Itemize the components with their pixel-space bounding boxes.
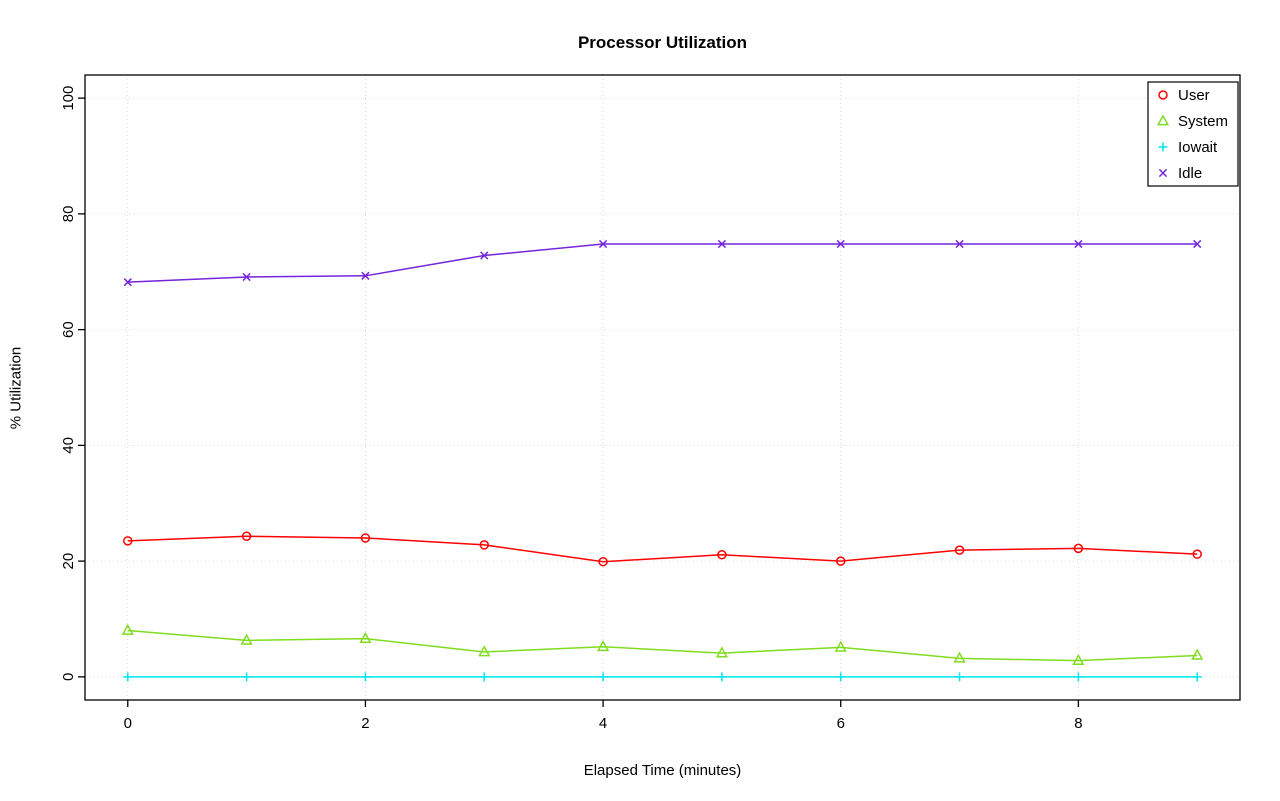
series-marker-iowait bbox=[123, 672, 133, 682]
series-line-user bbox=[127, 535, 1198, 563]
x-tick-label: 4 bbox=[599, 715, 607, 732]
series-marker-user bbox=[479, 540, 490, 550]
series-marker-user bbox=[1192, 549, 1202, 559]
series-marker-system bbox=[834, 640, 847, 652]
x-tick-label: 8 bbox=[1074, 715, 1082, 732]
series-marker-idle bbox=[955, 239, 964, 249]
series-marker-user bbox=[1073, 543, 1084, 554]
series-marker-idle bbox=[480, 251, 489, 260]
y-tick-label: 40 bbox=[60, 437, 77, 454]
series-marker-system bbox=[1191, 648, 1204, 660]
series-marker-system bbox=[240, 633, 253, 645]
series-marker-idle bbox=[242, 272, 251, 282]
legend-label-iowait: Iowait bbox=[1178, 139, 1218, 156]
series-marker-idle bbox=[836, 239, 845, 249]
series-marker-iowait bbox=[242, 672, 252, 682]
series-marker-user bbox=[360, 533, 371, 543]
legend-label-system: System bbox=[1178, 113, 1228, 130]
legend-marker-system bbox=[1156, 114, 1170, 126]
series-marker-system bbox=[953, 651, 966, 663]
series-marker-iowait bbox=[717, 672, 727, 682]
series-marker-iowait bbox=[955, 672, 965, 682]
legend-marker-idle bbox=[1158, 168, 1168, 178]
series-marker-idle bbox=[361, 271, 370, 280]
legend-marker-user bbox=[1158, 90, 1168, 100]
series-marker-user bbox=[717, 549, 727, 560]
series-marker-user bbox=[123, 536, 133, 546]
x-tick-label: 0 bbox=[124, 715, 132, 732]
series-marker-user bbox=[241, 531, 252, 541]
series-marker-system bbox=[1072, 653, 1085, 665]
y-tick-label: 60 bbox=[60, 321, 77, 338]
y-tick-label: 80 bbox=[60, 206, 77, 223]
legend-label-idle: Idle bbox=[1178, 165, 1202, 182]
y-tick-label: 0 bbox=[60, 673, 77, 681]
series-marker-iowait bbox=[1073, 672, 1083, 682]
x-tick-label: 6 bbox=[837, 715, 845, 732]
series-marker-user bbox=[835, 556, 846, 566]
series-marker-idle bbox=[123, 278, 132, 287]
series-marker-idle bbox=[1193, 239, 1202, 249]
series-marker-system bbox=[715, 646, 728, 658]
y-tick-label: 100 bbox=[60, 86, 77, 111]
x-tick-label: 2 bbox=[361, 715, 369, 732]
series-marker-idle bbox=[598, 239, 608, 249]
series-marker-user bbox=[954, 545, 965, 555]
series-marker-system bbox=[359, 631, 372, 644]
series-marker-system bbox=[121, 623, 134, 635]
x-axis-label: Elapsed Time (minutes) bbox=[583, 762, 742, 779]
series-line-idle bbox=[127, 243, 1198, 283]
series-marker-idle bbox=[717, 239, 727, 249]
y-tick-label: 20 bbox=[60, 553, 77, 570]
series-marker-iowait bbox=[1192, 672, 1202, 682]
series-marker-iowait bbox=[360, 672, 370, 682]
series-marker-iowait bbox=[836, 672, 846, 682]
series-marker-system bbox=[597, 639, 610, 652]
legend-label-user: User bbox=[1178, 87, 1210, 104]
series-marker-user bbox=[598, 556, 608, 567]
series-marker-iowait bbox=[598, 672, 608, 682]
legend-marker-iowait bbox=[1158, 142, 1168, 152]
series-marker-iowait bbox=[479, 672, 489, 682]
plot-box bbox=[84, 74, 1241, 701]
series-line-system bbox=[127, 629, 1198, 662]
chart-title: Processor Utilization bbox=[577, 33, 748, 52]
series-marker-idle bbox=[1074, 239, 1083, 249]
series-marker-system bbox=[478, 645, 491, 657]
